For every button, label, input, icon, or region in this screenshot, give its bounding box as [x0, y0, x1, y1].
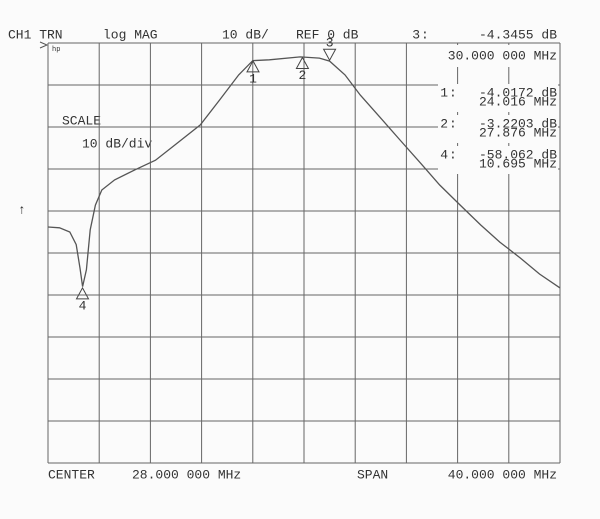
- marker-value: -58.062 dB: [479, 147, 557, 162]
- marker: [246, 59, 260, 73]
- active-marker-name: 3: [412, 27, 420, 42]
- marker: [322, 48, 337, 62]
- marker-value: -3.2203 dB: [479, 116, 557, 131]
- marker-value: -4.0172 dB: [479, 85, 557, 100]
- marker-name: 2: [440, 116, 448, 131]
- scale-header: 10 dB/: [222, 27, 269, 42]
- marker-name: 4: [440, 147, 448, 162]
- readout-box: [438, 146, 558, 174]
- marker-sep: :: [449, 85, 457, 100]
- marker-number: 3: [326, 36, 334, 51]
- readout-box: [412, 45, 558, 67]
- marker-name: 1: [440, 85, 448, 100]
- channel: CH1 TRN: [8, 27, 63, 42]
- marker-number: 1: [249, 71, 257, 86]
- marker-sep: :: [449, 116, 457, 131]
- readout-box: [438, 115, 558, 143]
- scale-value: 10 dB/div: [82, 136, 152, 151]
- reference: REF 0 dB: [296, 27, 359, 42]
- marker: [75, 286, 90, 300]
- marker: [295, 56, 310, 70]
- span-value: 40.000 000 MHz: [448, 467, 557, 482]
- marker-x: 27.876 MHz: [479, 125, 557, 140]
- marker-number: 2: [299, 68, 307, 83]
- reference-pointer: [39, 41, 49, 49]
- format: log MAG: [103, 27, 158, 42]
- logo: hp: [52, 46, 60, 54]
- trace: [47, 56, 561, 289]
- center-value: 28.000 000 MHz: [132, 467, 241, 482]
- active-marker-sep: :: [421, 27, 429, 42]
- side-arrow: ↑: [18, 202, 26, 217]
- marker-sep: :: [449, 147, 457, 162]
- active-marker-x: 30.000 000 MHz: [448, 48, 557, 63]
- marker-x: 24.016 MHz: [479, 94, 557, 109]
- marker-x: 10.695 MHz: [479, 156, 557, 171]
- active-marker-value: -4.3455 dB: [479, 27, 557, 42]
- span-label: SPAN: [357, 467, 388, 482]
- center-label: CENTER: [48, 467, 95, 482]
- marker-number: 4: [79, 298, 87, 313]
- readout-box: [438, 84, 558, 112]
- scale-label: SCALE: [62, 113, 101, 128]
